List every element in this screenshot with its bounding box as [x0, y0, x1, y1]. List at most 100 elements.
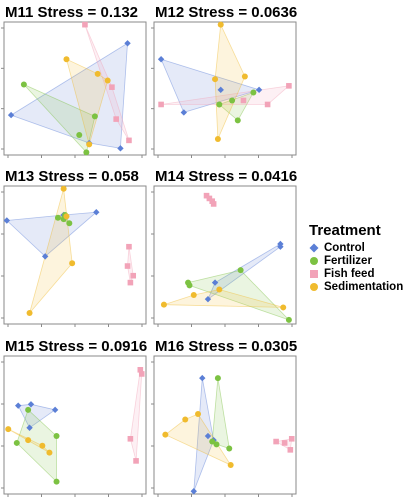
point-sedimentation [160, 301, 167, 308]
point-fish-feed [281, 440, 288, 446]
point-sedimentation [63, 56, 70, 63]
legend: Treatment Control Fertilizer Fish feed S… [309, 222, 403, 293]
point-fish-feed [210, 201, 217, 207]
point-fish-feed [240, 97, 247, 104]
point-fish-feed [138, 371, 145, 377]
point-control [7, 111, 15, 119]
hull-control [193, 378, 215, 492]
point-control [41, 253, 49, 260]
point-control [217, 86, 224, 94]
square-icon [309, 269, 319, 279]
panel-frame [153, 355, 297, 495]
point-control [190, 488, 197, 495]
panel-title: M13 Stress = 0.058 [5, 168, 139, 185]
point-sedimentation [94, 70, 101, 77]
point-fish-feed [288, 436, 295, 442]
point-fish-feed [124, 263, 131, 269]
point-control [211, 279, 219, 286]
point-fertilizer [216, 101, 223, 108]
point-sedimentation [25, 437, 32, 444]
legend-label: Fertilizer [324, 254, 372, 267]
point-fertilizer [13, 439, 20, 446]
legend-label: Control [324, 241, 365, 254]
point-fish-feed [127, 436, 134, 442]
point-sedimentation [39, 442, 46, 449]
point-sedimentation [182, 416, 189, 423]
point-fish-feed [286, 83, 292, 89]
legend-label: Sedimentation [324, 280, 404, 293]
point-control [3, 217, 11, 224]
legend-title: Treatment [309, 222, 381, 239]
point-fertilizer [66, 220, 73, 227]
point-fertilizer [285, 316, 292, 323]
legend-label: Fish feed [324, 267, 375, 280]
panel-4: M14 Stress = 0.0416 [151, 168, 297, 327]
point-fish-feed [130, 272, 137, 279]
point-fertilizer [186, 282, 193, 289]
point-fish-feed [109, 84, 115, 90]
point-sedimentation [214, 136, 221, 143]
point-control [204, 432, 212, 440]
point-fish-feed [137, 367, 144, 373]
point-fish-feed [126, 137, 132, 144]
circle-icon [309, 282, 319, 292]
point-sedimentation [195, 410, 202, 417]
point-control [180, 109, 188, 116]
point-fish-feed [127, 279, 134, 286]
point-fertilizer [213, 441, 220, 448]
point-sedimentation [162, 431, 169, 438]
point-fish-feed [113, 116, 119, 122]
point-fertilizer [91, 113, 98, 120]
point-fertilizer [83, 149, 90, 156]
point-fish-feed [203, 192, 210, 199]
point-fertilizer [53, 433, 60, 440]
panel-1: M11 Stress = 0.132 [1, 4, 147, 158]
diamond-icon [309, 243, 319, 253]
point-fertilizer [54, 214, 61, 221]
point-fish-feed [287, 447, 294, 453]
point-sedimentation [241, 73, 248, 80]
point-fertilizer [209, 438, 216, 445]
point-sedimentation [227, 462, 234, 469]
point-fertilizer [20, 81, 27, 88]
panel-title: M11 Stress = 0.132 [5, 4, 138, 21]
point-control [157, 56, 165, 63]
point-sedimentation [63, 213, 70, 220]
legend-item-sedimentation: Sedimentation [309, 280, 403, 293]
point-fish-feed [126, 243, 132, 250]
point-sedimentation [217, 21, 224, 28]
point-sedimentation [190, 292, 197, 299]
point-fertilizer [25, 406, 32, 413]
point-fish-feed [82, 21, 88, 28]
point-control [26, 424, 33, 431]
panel-frame [3, 21, 147, 156]
panel-title: M15 Stress = 0.0916 [5, 338, 147, 355]
point-control [117, 145, 124, 152]
point-control [51, 406, 59, 414]
point-fertilizer [229, 97, 236, 104]
point-sedimentation [60, 185, 67, 192]
panel-2: M12 Stress = 0.0636 [151, 4, 297, 158]
point-fertilizer [214, 375, 221, 382]
point-fish-feed [264, 101, 271, 108]
point-fertilizer [53, 478, 60, 485]
legend-item-fertilizer: Fertilizer [309, 254, 403, 267]
panel-frame [153, 21, 297, 156]
point-control [124, 40, 131, 47]
point-fertilizer [76, 132, 83, 139]
point-fish-feed [273, 438, 279, 445]
circle-icon [309, 256, 319, 266]
point-sedimentation [5, 426, 12, 433]
point-control [204, 295, 212, 303]
point-fertilizer [250, 89, 257, 96]
point-control [199, 374, 206, 382]
point-control [93, 209, 100, 216]
point-control [277, 240, 284, 248]
point-sedimentation [86, 141, 93, 148]
point-fish-feed [133, 458, 139, 464]
point-fertilizer [226, 445, 233, 452]
panel-frame [3, 185, 147, 325]
panel-title: M12 Stress = 0.0636 [155, 4, 297, 21]
point-sedimentation [104, 77, 111, 84]
